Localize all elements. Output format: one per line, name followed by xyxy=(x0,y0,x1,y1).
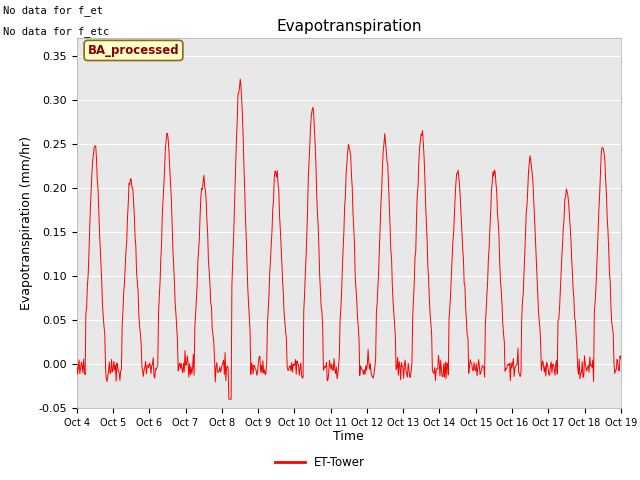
Legend: ET-Tower: ET-Tower xyxy=(270,452,370,474)
Text: BA_processed: BA_processed xyxy=(88,44,179,57)
Y-axis label: Evapotranspiration (mm/hr): Evapotranspiration (mm/hr) xyxy=(20,136,33,310)
Title: Evapotranspiration: Evapotranspiration xyxy=(276,20,422,35)
X-axis label: Time: Time xyxy=(333,431,364,444)
Text: No data for f_et: No data for f_et xyxy=(3,5,103,16)
Text: No data for f_etc: No data for f_etc xyxy=(3,26,109,37)
